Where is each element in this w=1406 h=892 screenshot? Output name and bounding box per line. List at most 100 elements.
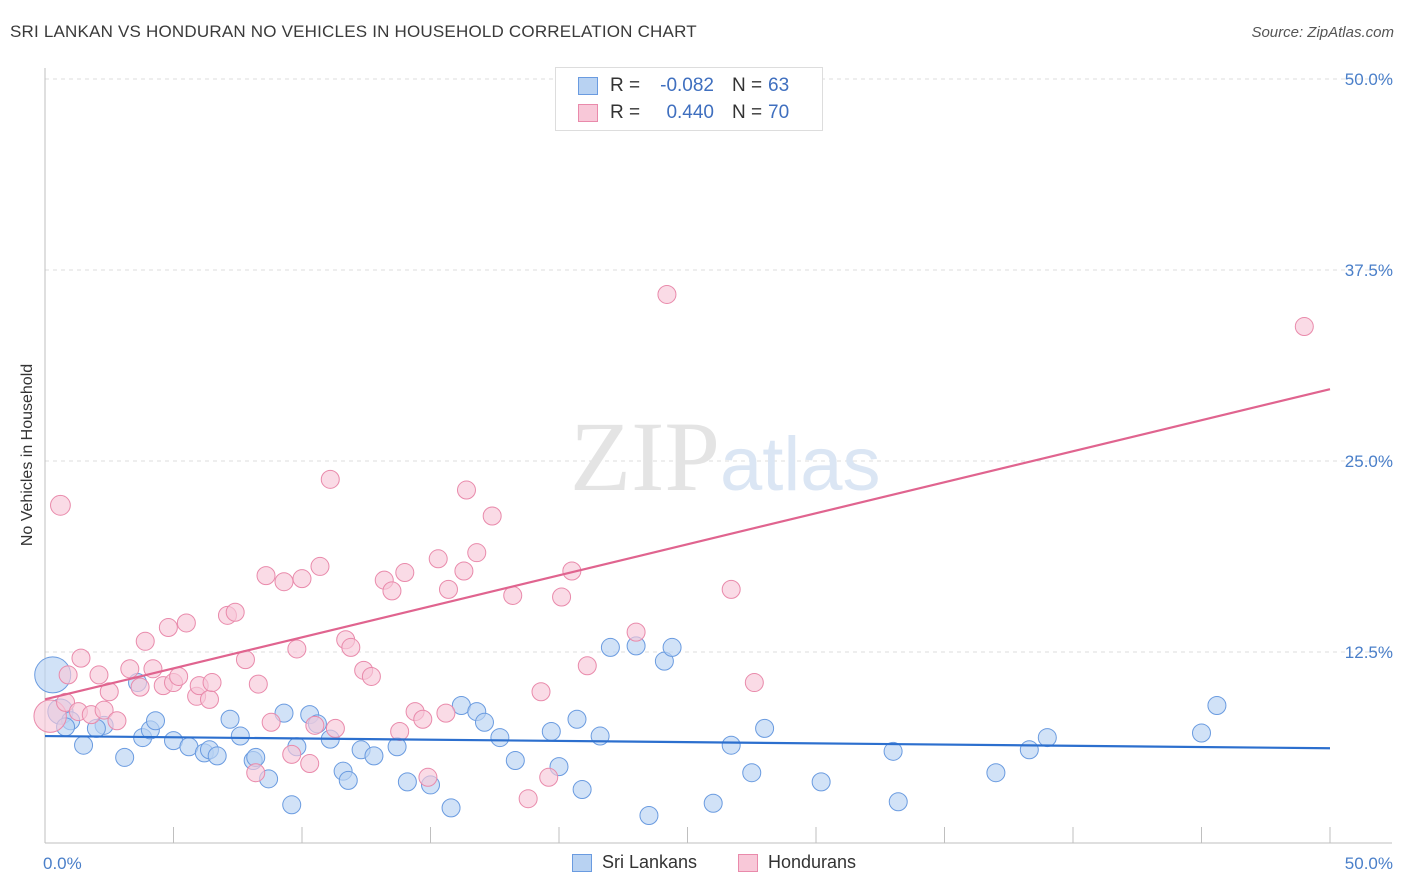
data-point	[361, 666, 381, 686]
data-point	[292, 569, 312, 589]
data-point	[657, 284, 677, 304]
legend-r-value: -0.082	[660, 75, 714, 96]
legend-n-value: 63	[768, 75, 790, 96]
data-point	[428, 549, 448, 569]
data-point	[703, 793, 723, 813]
data-point	[1037, 728, 1057, 748]
watermark-zip: ZIP	[570, 401, 720, 512]
trend-line	[44, 734, 1331, 750]
data-point	[811, 772, 831, 792]
data-point	[338, 770, 358, 790]
legend-n-label: N =	[732, 102, 763, 123]
data-point	[742, 763, 762, 783]
data-point	[274, 572, 294, 592]
data-point	[130, 677, 150, 697]
data-point	[577, 656, 597, 676]
data-point	[482, 506, 502, 526]
legend-swatch-sri-lankans	[578, 77, 598, 95]
data-point	[115, 747, 135, 767]
data-point	[94, 700, 114, 720]
data-point	[418, 767, 438, 787]
data-point	[456, 480, 476, 500]
legend-swatch-sri-lankans	[572, 853, 592, 872]
data-point	[413, 709, 433, 729]
x-tick-label: 50.0%	[1345, 854, 1393, 873]
legend-r-label: R =	[610, 102, 641, 123]
data-points	[33, 284, 1314, 825]
data-point	[541, 721, 561, 741]
data-point	[202, 673, 222, 693]
data-point	[158, 618, 178, 638]
data-point	[531, 682, 551, 702]
data-point	[320, 469, 340, 489]
data-point	[436, 703, 456, 723]
data-point	[364, 746, 384, 766]
x-tick-label: 0.0%	[43, 854, 82, 873]
data-point	[441, 798, 461, 818]
legend-swatch-hondurans	[738, 853, 758, 872]
data-point	[282, 744, 302, 764]
data-point	[341, 637, 361, 657]
legend-r-value: 0.440	[666, 102, 714, 123]
legend-swatch-hondurans	[578, 104, 598, 122]
data-point	[744, 673, 764, 693]
data-point	[572, 780, 592, 800]
data-point	[169, 666, 189, 686]
legend-n-label: N =	[732, 75, 763, 96]
data-point	[438, 579, 458, 599]
legend-item-hondurans[interactable]: Hondurans	[738, 852, 856, 873]
data-point	[248, 674, 268, 694]
data-point	[382, 581, 402, 601]
data-point	[71, 648, 91, 668]
data-point	[567, 709, 587, 729]
data-point	[135, 631, 155, 651]
data-point	[505, 750, 525, 770]
data-point	[552, 587, 572, 607]
legend-label-sri-lankans: Sri Lankans	[602, 852, 698, 872]
chart-title: SRI LANKAN VS HONDURAN NO VEHICLES IN HO…	[10, 22, 697, 41]
legend-row-hondurans: R = 0.440 N = 70	[578, 100, 789, 126]
legend-item-sri-lankans[interactable]: Sri Lankans	[572, 852, 697, 873]
data-point	[1207, 695, 1227, 715]
data-point	[89, 665, 109, 685]
data-point	[310, 556, 330, 576]
data-point	[662, 637, 682, 657]
data-point	[397, 772, 417, 792]
data-point	[755, 718, 775, 738]
trend-line	[44, 388, 1331, 701]
gridlines	[45, 78, 1392, 653]
series-legend: Sri Lankans Hondurans	[0, 852, 1406, 878]
data-point	[518, 789, 538, 809]
data-point	[883, 741, 903, 761]
data-point	[721, 735, 741, 755]
data-point	[454, 561, 474, 581]
data-point	[503, 585, 523, 605]
data-point	[1192, 723, 1211, 743]
trend-lines	[44, 388, 1331, 750]
data-point	[287, 639, 307, 659]
data-point	[225, 602, 245, 622]
data-point	[600, 637, 620, 657]
data-point	[58, 665, 78, 685]
y-tick-label: 37.5%	[1345, 261, 1393, 280]
data-point	[274, 703, 294, 723]
data-point	[626, 622, 646, 642]
legend-n-value: 70	[768, 102, 790, 123]
data-point	[282, 795, 302, 815]
y-tick-label: 12.5%	[1345, 643, 1393, 662]
data-point	[107, 711, 127, 731]
data-point	[390, 721, 410, 741]
data-point	[474, 712, 494, 732]
data-point	[246, 763, 266, 783]
data-point	[230, 726, 250, 746]
data-point	[305, 715, 325, 735]
data-point	[467, 543, 487, 563]
data-point	[207, 746, 227, 766]
legend-r-label: R =	[610, 75, 641, 96]
correlation-legend: R = -0.082 N = 63 R = 0.440 N = 70	[555, 67, 823, 131]
data-point	[721, 579, 741, 599]
legend-row-sri-lankans: R = -0.082 N = 63	[578, 73, 789, 99]
data-point	[639, 805, 659, 825]
y-tick-label: 50.0%	[1345, 70, 1393, 89]
